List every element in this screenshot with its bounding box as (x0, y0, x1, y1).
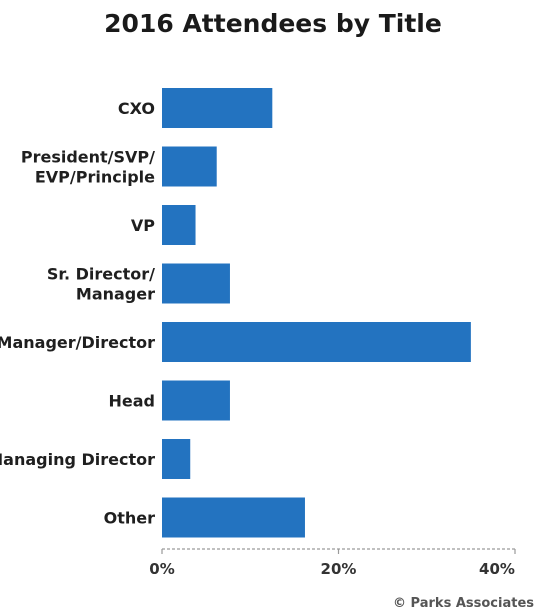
category-label-line: Sr. Director/ (47, 265, 155, 284)
category-label: VP (131, 216, 155, 235)
category-labels: CXO President/SVP/EVP/Principle VP Sr. Dire… (0, 99, 155, 528)
category-label-line: Manager (76, 285, 155, 304)
category-label-line: EVP/Principle (35, 168, 155, 187)
x-tick-label: 20% (321, 560, 357, 578)
bar (162, 88, 273, 128)
x-tick-label: 40% (479, 560, 515, 578)
category-label: CXO (118, 99, 155, 118)
category-label: President/SVP/EVP/Principle (21, 148, 155, 187)
bar (162, 205, 196, 245)
chart-title: 2016 Attendees by Title (104, 9, 442, 38)
category-label-line: Managing Director (0, 450, 155, 469)
x-tick-label: 0% (149, 560, 174, 578)
category-label: Sr. Director/Manager (47, 265, 155, 304)
category-label: Head (109, 392, 156, 411)
bar (162, 497, 305, 538)
bars-group (162, 88, 471, 538)
bar (162, 263, 230, 304)
category-label: Other (104, 509, 155, 528)
bar (162, 322, 471, 362)
category-label-line: VP (131, 216, 155, 235)
category-label: Managing Director (0, 450, 155, 469)
category-label: Manager/Director (0, 333, 155, 352)
x-tick-labels: 0% 20% 40% (149, 549, 516, 578)
category-label-line: Manager/Director (0, 333, 155, 352)
category-label-line: CXO (118, 99, 155, 118)
category-label-line: President/SVP/ (21, 148, 155, 167)
bar (162, 146, 217, 187)
category-label-line: Head (109, 392, 156, 411)
credit-text: © Parks Associates (393, 596, 534, 611)
bar (162, 439, 191, 479)
bar (162, 380, 230, 421)
category-label-line: Other (104, 509, 155, 528)
